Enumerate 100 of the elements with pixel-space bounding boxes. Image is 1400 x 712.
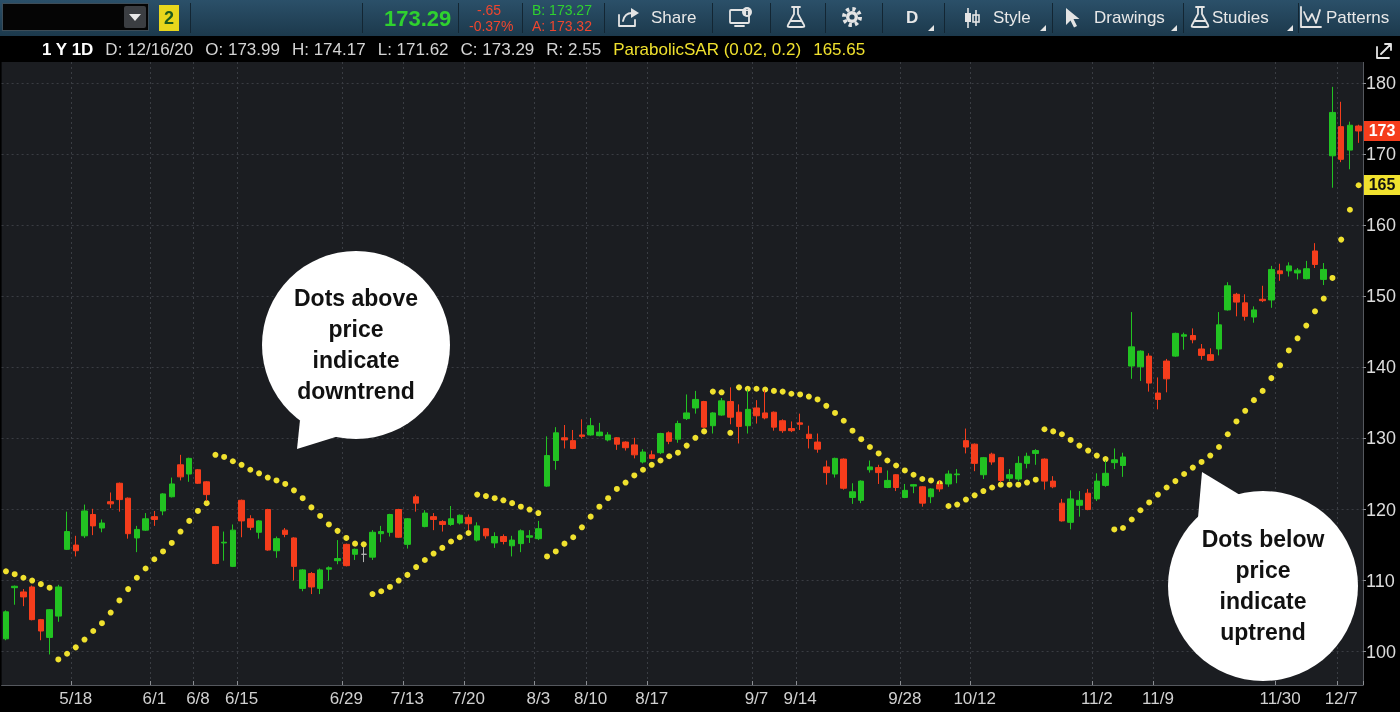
- x-tick-label: 9/28: [888, 689, 922, 708]
- candlestick: [954, 468, 960, 484]
- candlestick: [544, 435, 550, 488]
- candlestick: [745, 388, 751, 435]
- candlestick: [945, 469, 952, 488]
- y-tick-label: 150: [1366, 286, 1397, 307]
- candlestick: [273, 536, 280, 559]
- candlestick: [1032, 448, 1039, 466]
- text: Share: [651, 8, 697, 28]
- candlestick: [1085, 488, 1091, 511]
- candlestick: [884, 469, 891, 489]
- candlestick: [553, 426, 559, 471]
- x-tick-label: 9/14: [783, 689, 817, 708]
- candlestick: [579, 418, 585, 439]
- candlestick: [169, 477, 175, 498]
- candlestick: [849, 482, 856, 505]
- candlestick: [230, 523, 236, 568]
- y-tick-label: 140: [1366, 357, 1397, 378]
- candlestick: [614, 436, 620, 451]
- candlestick: [1207, 347, 1214, 362]
- x-tick-label: 8/10: [574, 689, 608, 708]
- candlestick: [509, 535, 515, 557]
- candlestick: [413, 494, 419, 513]
- candlestick: [666, 430, 672, 445]
- candlestick: [1259, 285, 1266, 303]
- candlestick: [430, 512, 437, 531]
- candlestick: [422, 509, 428, 528]
- candlestick: [779, 418, 786, 434]
- candlestick: [1286, 261, 1292, 278]
- candlestick: [116, 482, 123, 513]
- candlestick: [814, 433, 821, 454]
- candlestick: [1181, 332, 1187, 351]
- candlestick: [378, 525, 384, 543]
- candlestick: [125, 496, 131, 540]
- candlestick: [38, 618, 44, 641]
- candlestick: [1233, 292, 1240, 317]
- candlestick: [256, 519, 262, 540]
- x-tick-label: 6/29: [329, 689, 363, 708]
- candlestick: [46, 608, 53, 655]
- text: Style: [993, 8, 1031, 28]
- candlestick: [317, 568, 323, 595]
- candlestick: [797, 413, 803, 431]
- candlestick: [1320, 262, 1327, 286]
- candlestick: [1146, 352, 1152, 393]
- candlestick: [221, 531, 227, 562]
- candlestick: [107, 491, 114, 509]
- candlestick: [1277, 263, 1283, 282]
- x-tick-label: 6/8: [186, 689, 210, 708]
- candlestick: [1067, 489, 1074, 530]
- candlestick: [247, 514, 254, 531]
- candlestick: [404, 517, 411, 550]
- candlestick: [1041, 457, 1048, 491]
- annotation: Dots above price indicate downtrend: [293, 284, 419, 406]
- text: B: 173.27: [532, 2, 592, 19]
- candlestick: [265, 508, 271, 552]
- candlestick: [1198, 343, 1205, 361]
- candlestick: [81, 504, 88, 539]
- candlestick: [762, 389, 768, 420]
- candlestick: [1355, 124, 1362, 144]
- candlestick: [596, 422, 603, 437]
- x-tick-label: 7/20: [451, 689, 486, 708]
- candlestick: [875, 464, 882, 485]
- candlestick: [788, 420, 795, 433]
- text: Studies: [1212, 8, 1269, 28]
- candlestick: [1163, 358, 1170, 393]
- candlestick: [840, 457, 847, 491]
- candlestick: [858, 479, 864, 504]
- candlestick: [1050, 475, 1056, 489]
- candlestick: [73, 535, 79, 557]
- candlestick: [710, 411, 716, 435]
- candlestick: [1076, 490, 1083, 518]
- candlestick: [500, 533, 507, 545]
- candlestick: [90, 508, 96, 536]
- text: -.65: [477, 2, 502, 19]
- candlestick: [1224, 281, 1231, 312]
- text: 2: [159, 5, 179, 31]
- candlestick: [282, 527, 288, 538]
- candlestick: [29, 585, 35, 621]
- candlestick: [369, 529, 376, 561]
- candlestick: [1120, 452, 1126, 478]
- candlestick: [1006, 468, 1013, 482]
- candlestick: [675, 420, 681, 444]
- candlestick: [753, 399, 760, 425]
- candlestick: [474, 521, 480, 542]
- candlestick: [657, 432, 664, 455]
- candlestick: [195, 468, 201, 485]
- candlestick: [20, 588, 27, 607]
- y-tick-label: 120: [1366, 499, 1397, 520]
- candlestick: [736, 403, 742, 444]
- candlestick: [238, 499, 245, 538]
- candlestick: [186, 457, 192, 483]
- x-tick-label: 6/1: [142, 689, 167, 708]
- candlestick: [1242, 293, 1248, 322]
- x-tick-label: 6/15: [225, 689, 259, 708]
- candlestick: [963, 428, 969, 454]
- candlestick: [727, 386, 734, 425]
- candlestick: [867, 460, 873, 474]
- candlestick: [212, 525, 219, 565]
- candlestick: [683, 393, 690, 421]
- annotation: 165: [1364, 175, 1400, 196]
